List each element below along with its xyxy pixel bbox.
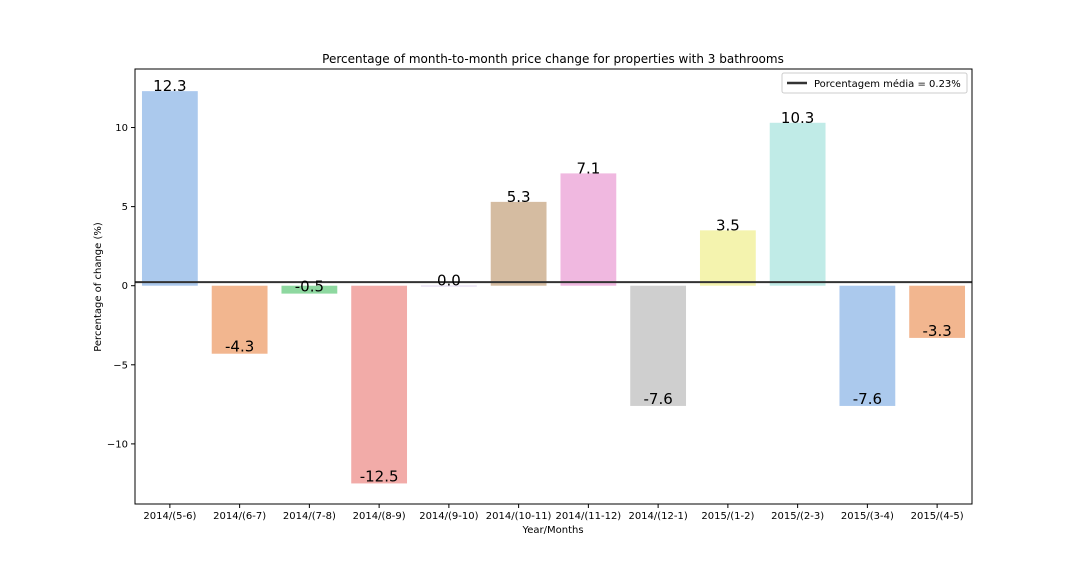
- y-tick-label: 10: [115, 123, 128, 134]
- data-label: 0.0: [437, 272, 461, 290]
- y-axis-label: Percentage of change (%): [93, 222, 104, 352]
- data-label: 3.5: [716, 216, 740, 234]
- x-axis: 2014/(5-6) 2014/(6-7) 2014/(7-8) 2014/(8-9)…: [143, 504, 964, 522]
- legend-entry: Porcentagem média = 0.23%: [814, 78, 961, 90]
- bar: [560, 173, 617, 286]
- data-label: -3.3: [922, 322, 951, 340]
- data-label: 10.3: [781, 109, 814, 127]
- x-tick-label: 2014/(12-1): [628, 511, 687, 522]
- bar: [351, 285, 408, 484]
- bar: [769, 122, 826, 286]
- data-label: -0.5: [295, 278, 324, 296]
- y-tick-label: −5: [113, 360, 128, 371]
- bar: [281, 285, 338, 294]
- legend: Porcentagem média = 0.23%: [781, 72, 968, 94]
- bar: [420, 285, 477, 287]
- x-axis-label: Year/Months: [521, 525, 583, 536]
- x-tick-label: 2015/(3-4): [841, 511, 894, 522]
- y-axis: −10 −5 0 5 10: [107, 123, 135, 450]
- data-label: -12.5: [360, 467, 399, 485]
- x-tick-label: 2015/(1-2): [701, 511, 754, 522]
- bar: [699, 230, 756, 286]
- bar: [839, 285, 896, 406]
- chart-title: Percentage of month-to-month price chang…: [322, 52, 784, 66]
- y-tick-label: 0: [122, 281, 128, 292]
- x-tick-label: 2014/(5-6): [143, 511, 196, 522]
- data-label: 7.1: [576, 159, 600, 177]
- data-label: -7.6: [853, 390, 882, 408]
- plot-frame: [134, 68, 973, 505]
- bars-layer: [141, 91, 966, 484]
- bar: [630, 285, 687, 406]
- x-tick-label: 2015/(2-3): [771, 511, 824, 522]
- bar: [490, 201, 547, 286]
- data-label: -4.3: [225, 338, 254, 356]
- y-tick-label: 5: [122, 202, 128, 213]
- x-tick-label: 2014/(8-9): [353, 511, 406, 522]
- data-label: 12.3: [153, 77, 186, 95]
- data-label: -7.6: [643, 390, 672, 408]
- x-tick-label: 2015/(4-5): [911, 511, 964, 522]
- bar: [909, 285, 966, 338]
- x-tick-label: 2014/(6-7): [213, 511, 266, 522]
- x-tick-label: 2014/(7-8): [283, 511, 336, 522]
- legend-box: [781, 72, 968, 94]
- x-tick-label: 2014/(10-11): [486, 511, 552, 522]
- bar: [211, 285, 268, 354]
- y-tick-label: −10: [107, 439, 128, 450]
- x-tick-label: 2014/(11-12): [556, 511, 622, 522]
- data-labels-layer: 12.3 -4.3 -0.5 -12.5 0.0 5.3 7.1 -7.6 3.5 10.3 -7.…: [153, 77, 952, 485]
- bar: [141, 91, 198, 286]
- x-tick-label: 2014/(9-10): [419, 511, 478, 522]
- data-label: 5.3: [507, 188, 531, 206]
